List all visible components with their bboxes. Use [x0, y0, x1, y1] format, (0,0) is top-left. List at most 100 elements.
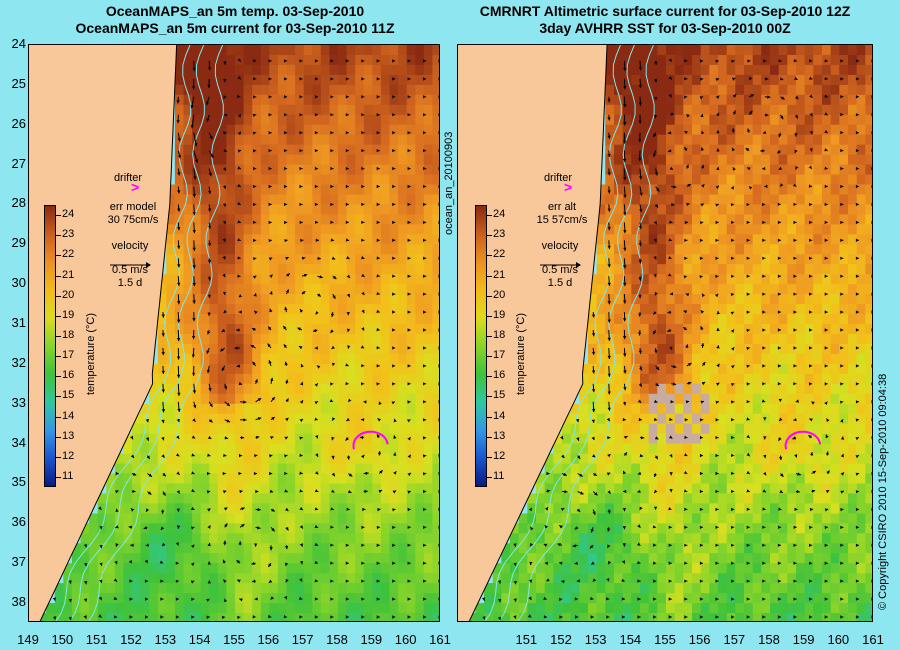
colorbar-tick-label: 12: [493, 449, 506, 462]
colorbar-tick: [487, 396, 492, 398]
colorbar-tick-label: 13: [493, 429, 506, 442]
colorbar-tick-label: 12: [62, 449, 75, 462]
colorbar-tick: [56, 215, 61, 217]
colorbar-tick: [487, 215, 492, 217]
right-map-svg: [458, 45, 872, 621]
right-title-line1: CMRNRT Altimetric surface current for 03…: [479, 3, 851, 19]
latitude-tick-label: 28: [11, 195, 26, 211]
colorbar-tick: [487, 335, 492, 337]
bathymetry-contour: [517, 45, 655, 621]
copyright-label: © Copyright CSIRO 2010 15-Sep-2010 09:04…: [877, 373, 889, 610]
latitude-tick-label: 27: [11, 155, 26, 171]
right-velocity-arrow: [538, 256, 582, 274]
colorbar-tick: [56, 295, 61, 297]
right-drifter-marker: >: [564, 179, 573, 195]
colorbar-tick-label: 17: [62, 349, 75, 362]
sst-field: [37, 45, 439, 621]
right-colorbar-title: temperature (°C): [515, 312, 527, 395]
left-title-line2: OceanMAPS_an 5m current for 03-Sep-2010 …: [75, 20, 395, 36]
colorbar-tick-label: 16: [62, 369, 75, 382]
longitude-tick-label: 155: [654, 632, 676, 647]
colorbar-tick: [56, 275, 61, 277]
left-velocity-label: velocity: [111, 240, 149, 252]
colorbar-tick: [56, 396, 61, 398]
colorbar-tick-label: 19: [62, 308, 75, 321]
longitude-tick-label: 152: [550, 632, 572, 647]
drifter-track: [784, 430, 822, 450]
colorbar-tick: [56, 436, 61, 438]
latitude-tick-label: 31: [11, 315, 26, 331]
latitude-tick-label: 38: [11, 594, 26, 610]
longitude-tick-label: 154: [188, 632, 211, 647]
longitude-tick-label: 149: [17, 632, 39, 647]
latitude-tick-label: 32: [11, 354, 26, 370]
longitude-tick-label: 159: [360, 632, 383, 647]
right-velocity-label: velocity: [541, 240, 579, 252]
colorbar-tick-label: 15: [62, 389, 75, 402]
right-title-line2: 3day AVHRR SST for 03-Sep-2010 00Z: [539, 20, 791, 36]
left-velocity-days: 1.5 d: [117, 277, 143, 289]
latitude-tick-label: 25: [11, 75, 26, 91]
longitude-tick-label: 158: [326, 632, 348, 647]
right-drifter-label: drifter: [543, 172, 573, 184]
colorbar-tick: [487, 416, 492, 418]
colorbar-tick-label: 24: [493, 208, 506, 221]
colorbar-tick-label: 21: [493, 268, 506, 281]
longitude-tick-label: 156: [688, 632, 711, 647]
left-err-label: err model: [109, 201, 157, 213]
right-velocity-scale: 0.5 m/s: [541, 264, 579, 276]
colorbar-tick: [487, 356, 492, 358]
colorbar-tick-label: 14: [62, 409, 75, 422]
colorbar-tick: [56, 416, 61, 418]
latitude-tick-label: 33: [11, 394, 26, 410]
left-title: OceanMAPS_an 5m temp. 03-Sep-2010 OceanM…: [30, 3, 440, 37]
colorbar-tick-label: 18: [493, 328, 506, 341]
left-colorbar: [44, 205, 56, 487]
colorbar-tick: [56, 235, 61, 237]
colorbar-tick: [487, 235, 492, 237]
colorbar-tick-label: 20: [62, 288, 75, 301]
latitude-tick-label: 36: [11, 514, 26, 530]
left-map-panel: [28, 44, 440, 622]
colorbar-tick: [56, 456, 61, 458]
colorbar-tick-label: 20: [493, 288, 506, 301]
right-velocity-days: 1.5 d: [547, 277, 573, 289]
velocity-vectors: [52, 58, 439, 621]
bathymetry-contour: [88, 45, 224, 621]
land-mass: [29, 45, 177, 621]
longitude-tick-label: 155: [223, 632, 245, 647]
longitude-tick-label: 152: [120, 632, 142, 647]
colorbar-tick: [487, 436, 492, 438]
colorbar-tick-label: 11: [493, 469, 505, 482]
colorbar-tick: [487, 255, 492, 257]
colorbar-tick-label: 13: [62, 429, 75, 442]
right-colorbar: [475, 205, 487, 487]
right-err-label: err alt: [547, 201, 577, 213]
colorbar-tick: [487, 476, 492, 478]
colorbar-tick: [56, 335, 61, 337]
colorbar-tick-label: 14: [493, 409, 506, 422]
colorbar-tick: [487, 376, 492, 378]
colorbar-tick: [56, 476, 61, 478]
longitude-tick-label: 159: [792, 632, 815, 647]
left-drifter-label: drifter: [113, 172, 143, 184]
land-mass: [458, 45, 608, 621]
colorbar-tick: [56, 356, 61, 358]
colorbar-tick-label: 22: [493, 248, 506, 261]
longitude-tick-label: 151: [515, 632, 538, 647]
colorbar-tick: [56, 255, 61, 257]
latitude-tick-label: 26: [11, 115, 26, 131]
longitude-tick-label: 161: [429, 632, 451, 647]
longitude-tick-label: 153: [584, 632, 607, 647]
left-drifter-marker: >: [131, 179, 140, 195]
right-title: CMRNRT Altimetric surface current for 03…: [458, 3, 872, 37]
latitude-tick-label: 34: [11, 434, 26, 450]
longitude-tick-label: 154: [619, 632, 642, 647]
latitude-tick-label: 37: [11, 554, 26, 570]
latitude-tick-label: 29: [11, 235, 26, 251]
sst-field: [466, 45, 872, 621]
colorbar-tick-label: 18: [62, 328, 75, 341]
longitude-tick-label: 161: [862, 632, 884, 647]
velocity-vectors: [482, 58, 872, 621]
colorbar-tick-label: 22: [62, 248, 75, 261]
